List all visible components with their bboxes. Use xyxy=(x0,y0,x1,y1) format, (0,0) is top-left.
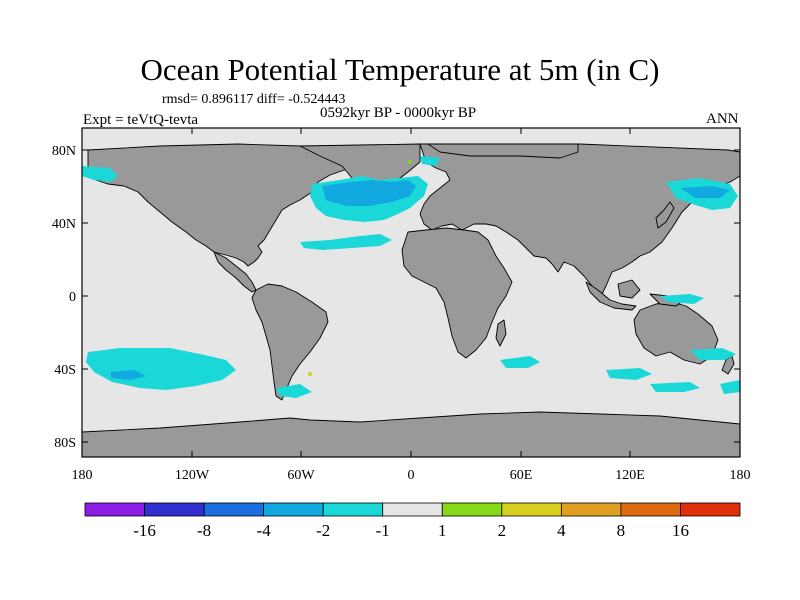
colorbar-box xyxy=(382,502,443,517)
colorbar-label: 2 xyxy=(498,521,507,540)
north-atlantic-core-anomaly xyxy=(322,180,416,206)
south-pacific-core-anomaly xyxy=(110,370,146,380)
sumatra-java-land xyxy=(585,281,637,311)
southern-ocean-anomaly xyxy=(650,382,700,392)
colorbar-label: 8 xyxy=(617,521,626,540)
north-pacific-west-anomaly xyxy=(82,166,118,182)
indian-ocean-anomaly xyxy=(500,356,540,368)
lat-label-40s: 40S xyxy=(54,363,76,378)
colorbar-box xyxy=(144,502,205,517)
lon-label-60e: 60E xyxy=(510,468,533,483)
experiment-label: Expt = teVtQ-tevta xyxy=(83,112,199,128)
north-pacific-core-anomaly xyxy=(680,186,730,198)
colorbar-box xyxy=(560,502,622,517)
colorbar-box xyxy=(441,502,503,517)
colorbar-box xyxy=(322,502,384,517)
colorbar-box xyxy=(263,502,324,517)
southwest-pacific-anomaly xyxy=(690,348,736,360)
lat-label-80n: 80N xyxy=(52,144,76,159)
lon-label-60w: 60W xyxy=(287,468,315,483)
longitude-labels: 180 120W 60W 0 60E 120E 180 xyxy=(72,468,751,483)
colorbar-label: -16 xyxy=(133,521,156,540)
southern-ocean-east-anomaly xyxy=(720,380,740,394)
colorbar-box xyxy=(203,502,265,517)
madagascar-land xyxy=(495,319,507,347)
colorbar-label: -8 xyxy=(197,521,211,540)
colorbar-box xyxy=(680,502,741,517)
southern-atlantic-anomaly xyxy=(276,384,312,398)
rmsd-diff-stats: rmsd= 0.896117 diff= -0.524443 xyxy=(162,92,346,107)
colorbar-box xyxy=(620,502,681,517)
lon-label-120e: 120E xyxy=(615,468,645,483)
longitude-tick-marks xyxy=(81,128,741,457)
borneo-land xyxy=(617,279,641,299)
midlat-atlantic-anomaly xyxy=(300,234,392,250)
colorbar-label: -4 xyxy=(257,521,272,540)
lon-label-180e: 180 xyxy=(730,468,751,483)
colorbar-label: -1 xyxy=(376,521,390,540)
south-america-land xyxy=(251,283,329,401)
colorbar xyxy=(84,502,741,517)
latitude-tick-marks xyxy=(82,149,740,443)
lat-label-0: 0 xyxy=(69,290,76,305)
lon-label-180w: 180 xyxy=(72,468,93,483)
lon-label-0: 0 xyxy=(408,468,415,483)
colorbar-labels: -16 -8 -4 -2 -1 1 2 4 8 16 xyxy=(133,521,689,540)
africa-land xyxy=(401,227,513,359)
south-indian-anomaly xyxy=(606,368,652,380)
lon-label-120w: 120W xyxy=(175,468,210,483)
lat-label-40n: 40N xyxy=(52,217,76,232)
colorbar-label: 1 xyxy=(438,521,447,540)
warm-spot-south-atlantic xyxy=(307,371,313,377)
latitude-labels: 80N 40N 0 40S 80S xyxy=(52,144,76,451)
strong-cool-anomaly-regions xyxy=(110,180,730,380)
warm-spot-greenland xyxy=(408,160,412,164)
arctic-anomaly xyxy=(420,156,440,166)
colorbar-label: -2 xyxy=(316,521,330,540)
central-america-land xyxy=(213,251,257,293)
south-pacific-anomaly xyxy=(86,348,236,390)
land-masses xyxy=(81,143,741,458)
colorbar-label: 4 xyxy=(557,521,566,540)
colorbar-box xyxy=(84,502,145,517)
japan-land xyxy=(655,201,675,229)
time-period-label: 0592kyr BP - 0000kyr BP xyxy=(320,105,477,121)
colorbar-box xyxy=(501,502,562,517)
plot-title: Ocean Potential Temperature at 5m (in C) xyxy=(140,52,660,87)
lat-label-80s: 80S xyxy=(54,436,76,451)
colorbar-label: 16 xyxy=(672,521,689,540)
arctic-ice-land xyxy=(427,143,579,159)
maritime-continent-anomaly xyxy=(660,294,704,304)
season-label: ANN xyxy=(706,111,739,127)
